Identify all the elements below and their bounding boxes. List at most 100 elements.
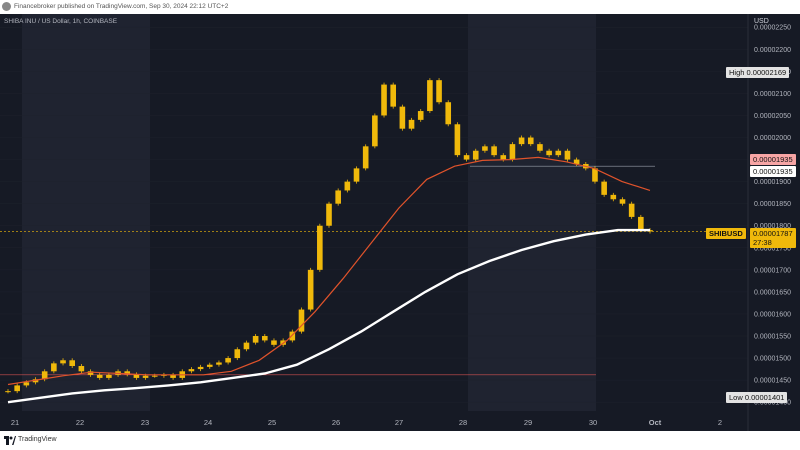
- low-value: 0.00001401: [744, 393, 785, 402]
- footer-bar: TradingView: [0, 431, 800, 450]
- candle-body: [271, 340, 277, 345]
- moving-average-price-tag: 0.00001935: [750, 154, 796, 165]
- candle-body: [60, 360, 66, 364]
- candle-body: [417, 111, 424, 120]
- current-price-tag: 0.00001787 27:38: [750, 228, 796, 248]
- y-tick-label: 0.00002050: [754, 113, 791, 120]
- candle-body: [41, 371, 48, 380]
- x-tick-label: 2: [718, 418, 722, 427]
- candle-body: [298, 309, 305, 332]
- candle-body: [344, 181, 351, 191]
- symbol-tag-label: SHIBUSD: [709, 229, 743, 238]
- x-tick-label: 26: [332, 418, 340, 427]
- symbol-tag: SHIBUSD: [706, 228, 746, 239]
- candle-body: [151, 375, 158, 377]
- candle-body: [427, 80, 433, 112]
- candle-body: [381, 84, 387, 116]
- y-tick-label: 0.00002100: [754, 91, 791, 98]
- candle-body: [573, 159, 580, 164]
- candle-body: [463, 155, 470, 160]
- x-tick-label: 22: [76, 418, 84, 427]
- candle-body: [206, 364, 213, 367]
- low-label: Low: [729, 393, 743, 402]
- candle-body: [243, 342, 250, 350]
- x-tick-label: 29: [524, 418, 532, 427]
- y-tick-label: 0.00001850: [754, 201, 791, 208]
- x-tick-label: 27: [395, 418, 403, 427]
- candlestick-chart[interactable]: 0.000022500.000022000.000021500.00002100…: [0, 14, 800, 431]
- session-band-0: [22, 14, 150, 411]
- candle-body: [14, 385, 20, 392]
- candle-body: [87, 371, 94, 375]
- publisher-bar: Financebroker published on TradingView.c…: [0, 0, 800, 14]
- y-tick-label: 0.00001400: [754, 400, 791, 407]
- candle-body: [96, 374, 103, 378]
- candle-body: [546, 150, 552, 156]
- candle-body: [78, 366, 85, 372]
- candle-body: [335, 190, 341, 204]
- y-tick-label: 0.00001650: [754, 289, 791, 296]
- chart-title: SHIBA INU / US Dollar, 1h, COINBASE: [4, 18, 118, 25]
- candle-body: [317, 225, 323, 270]
- low-price-tag: Low 0.00001401: [726, 392, 788, 403]
- candle-body: [5, 391, 11, 393]
- candle-body: [32, 379, 39, 383]
- candle-countdown: 27:38: [753, 238, 772, 247]
- candle-body: [124, 371, 131, 375]
- candle-body: [509, 144, 516, 160]
- candle-body: [472, 150, 479, 160]
- candle-body: [592, 168, 598, 182]
- ma-tag-value: 0.00001935: [753, 155, 793, 164]
- y-tick-label: 0.00002250: [754, 25, 791, 32]
- candle-body: [362, 146, 369, 169]
- publisher-line: Financebroker published on TradingView.c…: [14, 3, 229, 10]
- candle-body: [445, 102, 452, 125]
- candle-body: [234, 349, 241, 359]
- tradingview-logo-icon: [4, 436, 16, 445]
- candle-body: [197, 366, 204, 370]
- x-tick-label: 28: [459, 418, 467, 427]
- candle-body: [353, 168, 360, 182]
- last-tag-value: 0.00001935: [753, 167, 793, 176]
- y-tick-label: 0.00001700: [754, 267, 791, 274]
- candle-body: [619, 199, 626, 204]
- candle-body: [408, 119, 415, 129]
- publisher-avatar-icon: [2, 2, 11, 11]
- candle-body: [482, 146, 488, 151]
- slow-moving-average-line: [7, 228, 650, 404]
- high-value: 0.00002169: [746, 68, 787, 77]
- session-band-1: [468, 14, 596, 411]
- candle-body: [518, 137, 525, 145]
- candle-body: [555, 150, 562, 156]
- candle-body: [326, 203, 332, 226]
- x-tick-label: 25: [268, 418, 276, 427]
- candle-body: [564, 150, 571, 160]
- candle-body: [372, 115, 378, 147]
- candle-body: [133, 374, 140, 378]
- chart-area[interactable]: 0.000022500.000022000.000021500.00002100…: [0, 14, 800, 431]
- y-tick-label: 0.00001500: [754, 356, 791, 363]
- candle-body: [601, 181, 607, 195]
- candle-body: [628, 203, 635, 217]
- current-price-value: 0.00001787: [753, 229, 793, 238]
- high-label: High: [729, 68, 745, 77]
- candle-body: [170, 374, 176, 378]
- x-tick-label: 23: [141, 418, 149, 427]
- candle-body: [69, 360, 75, 367]
- y-tick-label: 0.00001550: [754, 334, 791, 341]
- y-tick-label: 0.00002200: [754, 47, 791, 54]
- candle-body: [537, 144, 543, 151]
- y-tick-label: 0.00002000: [754, 135, 791, 142]
- x-tick-label: Oct: [649, 418, 662, 427]
- candle-body: [390, 84, 396, 107]
- y-tick-label: 0.00001750: [754, 245, 791, 252]
- tradingview-brand[interactable]: TradingView: [18, 436, 57, 443]
- y-tick-label: 0.00001900: [754, 179, 791, 186]
- x-tick-label: 30: [589, 418, 597, 427]
- candle-body: [289, 331, 296, 341]
- candle-body: [638, 216, 644, 231]
- y-tick-label: 0.00001450: [754, 378, 791, 385]
- candle-body: [454, 124, 461, 156]
- y-tick-label: 0.00001600: [754, 311, 791, 318]
- candle-body: [252, 336, 259, 343]
